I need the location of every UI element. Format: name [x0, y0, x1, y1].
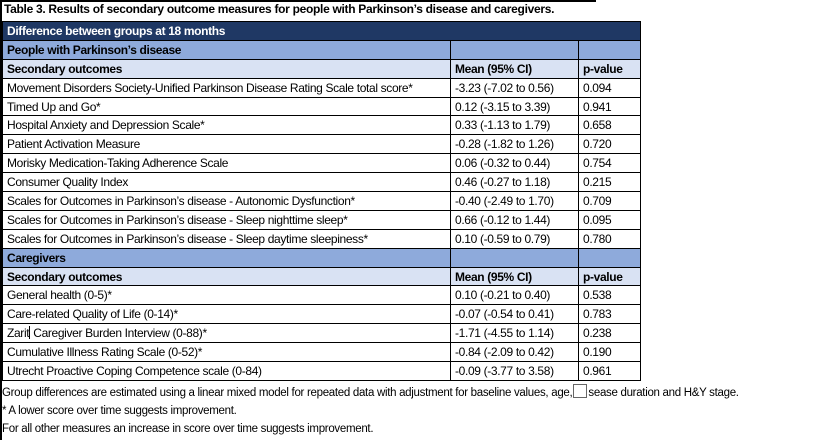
- text-cursor: [29, 326, 31, 340]
- table-row: Zarit Caregiver Burden Interview (0-88)*…: [2, 323, 641, 344]
- mean-ci-cell[interactable]: Mean (95% CI): [450, 58, 579, 79]
- footnote-model-text-before: Group differences are estimated using a …: [2, 387, 573, 399]
- mean-ci-cell[interactable]: -3.23 (-7.02 to 0.56): [450, 77, 579, 98]
- outcome-label-cell[interactable]: Scales for Outcomes in Parkinson’s disea…: [2, 228, 451, 249]
- table-row: Morisky Medication-Taking Adherence Scal…: [2, 153, 641, 174]
- table-footnotes: Group differences are estimated using a …: [2, 384, 826, 438]
- p-value-cell[interactable]: 0.238: [578, 323, 641, 344]
- p-value-cell[interactable]: 0.941: [578, 96, 641, 117]
- p-value-cell[interactable]: 0.215: [578, 172, 641, 193]
- outcome-label-cell[interactable]: Utrecht Proactive Coping Competence scal…: [2, 361, 451, 381]
- outcome-label-cell[interactable]: Morisky Medication-Taking Adherence Scal…: [2, 153, 451, 174]
- table-row: Scales for Outcomes in Parkinson’s disea…: [2, 191, 641, 211]
- mean-ci-cell[interactable]: -0.07 (-0.54 to 0.41): [450, 304, 579, 325]
- p-value-cell[interactable]: 0.961: [578, 361, 641, 381]
- outcome-label-cell[interactable]: Zarit Caregiver Burden Interview (0-88)*: [2, 323, 451, 344]
- mean-ci-cell[interactable]: -0.40 (-2.49 to 1.70): [450, 191, 579, 211]
- table-row: Caregivers: [2, 247, 641, 268]
- mean-ci-cell[interactable]: 0.06 (-0.32 to 0.44): [450, 153, 579, 174]
- table-row: General health (0-5)* 0.10 (-0.21 to 0.40…: [2, 285, 641, 306]
- mean-ci-cell[interactable]: -1.71 (-4.55 to 1.14): [450, 323, 579, 344]
- outcome-label-cell[interactable]: Secondary outcomes: [2, 58, 451, 79]
- window-edge-left-line: [0, 0, 2, 440]
- outcome-label-cell[interactable]: Scales for Outcomes in Parkinson’s disea…: [2, 209, 451, 230]
- mean-ci-cell[interactable]: 0.46 (-0.27 to 1.18): [450, 172, 579, 193]
- banner-cell[interactable]: Difference between groups at 18 months: [2, 21, 641, 41]
- outcome-label-cell[interactable]: Care-related Quality of Life (0-14)*: [2, 304, 451, 325]
- mean-ci-cell[interactable]: 0.10 (-0.59 to 0.79): [450, 228, 579, 249]
- mean-ci-cell[interactable]: 0.66 (-0.12 to 1.44): [450, 209, 579, 230]
- table-row: Care-related Quality of Life (0-14)* -0.0…: [2, 304, 641, 325]
- table-row: Secondary outcomes Mean (95% CI) p-value: [2, 266, 641, 287]
- table-row: Secondary outcomes Mean (95% CI) p-value: [2, 58, 641, 79]
- outcome-label-cell[interactable]: Patient Activation Measure: [2, 134, 451, 155]
- table-row: Scales for Outcomes in Parkinson’s disea…: [2, 209, 641, 230]
- table-row: Cumulative Illness Rating Scale (0-52)* -…: [2, 342, 641, 363]
- mean-ci-cell[interactable]: -0.09 (-3.77 to 3.58): [450, 361, 579, 381]
- mean-ci-cell[interactable]: -0.28 (-1.82 to 1.26): [450, 134, 579, 155]
- outcome-label-cell[interactable]: Timed Up and Go*: [2, 96, 451, 117]
- outcome-label-cell[interactable]: Movement Disorders Society-Unified Parki…: [2, 77, 451, 98]
- p-value-cell[interactable]: 0.190: [578, 342, 641, 363]
- table-row: People with Parkinson’s disease: [2, 39, 641, 60]
- p-value-cell[interactable]: 0.538: [578, 285, 641, 306]
- footnote-lower-score[interactable]: * A lower score over time suggests impro…: [2, 405, 237, 417]
- p-value-cell[interactable]: p-value: [578, 266, 641, 287]
- outcomes-table-body: Difference between groups at 18 months Pe…: [2, 21, 641, 381]
- missing-glyph-box: [573, 384, 588, 398]
- table-row: Movement Disorders Society-Unified Parki…: [2, 77, 641, 98]
- p-value-cell[interactable]: p-value: [578, 58, 641, 79]
- mean-ci-cell[interactable]: 0.33 (-1.13 to 1.79): [450, 115, 579, 136]
- p-value-cell[interactable]: 0.754: [578, 153, 641, 174]
- outcome-label-cell[interactable]: Caregivers: [2, 247, 451, 268]
- outcome-label-cell[interactable]: Hospital Anxiety and Depression Scale*: [2, 115, 451, 136]
- outcome-label-cell[interactable]: Scales for Outcomes in Parkinson’s disea…: [2, 191, 451, 211]
- p-value-cell[interactable]: [578, 247, 641, 268]
- p-value-cell[interactable]: [578, 39, 641, 60]
- p-value-cell[interactable]: 0.094: [578, 77, 641, 98]
- mean-ci-cell[interactable]: -0.84 (-2.09 to 0.42): [450, 342, 579, 363]
- outcome-label-cell[interactable]: Cumulative Illness Rating Scale (0-52)*: [2, 342, 451, 363]
- mean-ci-cell[interactable]: Mean (95% CI): [450, 266, 579, 287]
- footnote-model-text-after: sease duration and H&Y stage.: [588, 387, 739, 399]
- outcome-label-cell[interactable]: Consumer Quality Index: [2, 172, 451, 193]
- mean-ci-cell[interactable]: [450, 39, 579, 60]
- p-value-cell[interactable]: 0.658: [578, 115, 641, 136]
- table-row: Consumer Quality Index 0.46 (-0.27 to 1.1…: [2, 172, 641, 193]
- p-value-cell[interactable]: 0.709: [578, 191, 641, 211]
- p-value-cell[interactable]: 0.720: [578, 134, 641, 155]
- footnote-other-measures[interactable]: For all other measures an increase in sc…: [2, 423, 374, 435]
- outcome-label-cell[interactable]: People with Parkinson’s disease: [2, 39, 451, 60]
- p-value-cell[interactable]: 0.780: [578, 228, 641, 249]
- outcome-label-cell[interactable]: General health (0-5)*: [2, 285, 451, 306]
- table-row: Difference between groups at 18 months: [2, 21, 641, 41]
- mean-ci-cell[interactable]: [450, 247, 579, 268]
- table-row: Patient Activation Measure -0.28 (-1.82 t…: [2, 134, 641, 155]
- window-edge-top-line: [0, 0, 596, 2]
- table-row: Hospital Anxiety and Depression Scale* 0.…: [2, 115, 641, 136]
- footnote-model[interactable]: Group differences are estimated using a …: [2, 384, 826, 402]
- secondary-outcomes-table: Difference between groups at 18 months Pe…: [2, 21, 641, 381]
- mean-ci-cell[interactable]: 0.12 (-3.15 to 3.39): [450, 96, 579, 117]
- outcome-label-cell[interactable]: Secondary outcomes: [2, 266, 451, 287]
- table-row: Timed Up and Go* 0.12 (-3.15 to 3.39) 0.94…: [2, 96, 641, 117]
- mean-ci-cell[interactable]: 0.10 (-0.21 to 0.40): [450, 285, 579, 306]
- table-row: Utrecht Proactive Coping Competence scal…: [2, 361, 641, 381]
- p-value-cell[interactable]: 0.095: [578, 209, 641, 230]
- table-caption[interactable]: Table 3. Results of secondary outcome me…: [4, 2, 555, 16]
- table-row: Scales for Outcomes in Parkinson’s disea…: [2, 228, 641, 249]
- p-value-cell[interactable]: 0.783: [578, 304, 641, 325]
